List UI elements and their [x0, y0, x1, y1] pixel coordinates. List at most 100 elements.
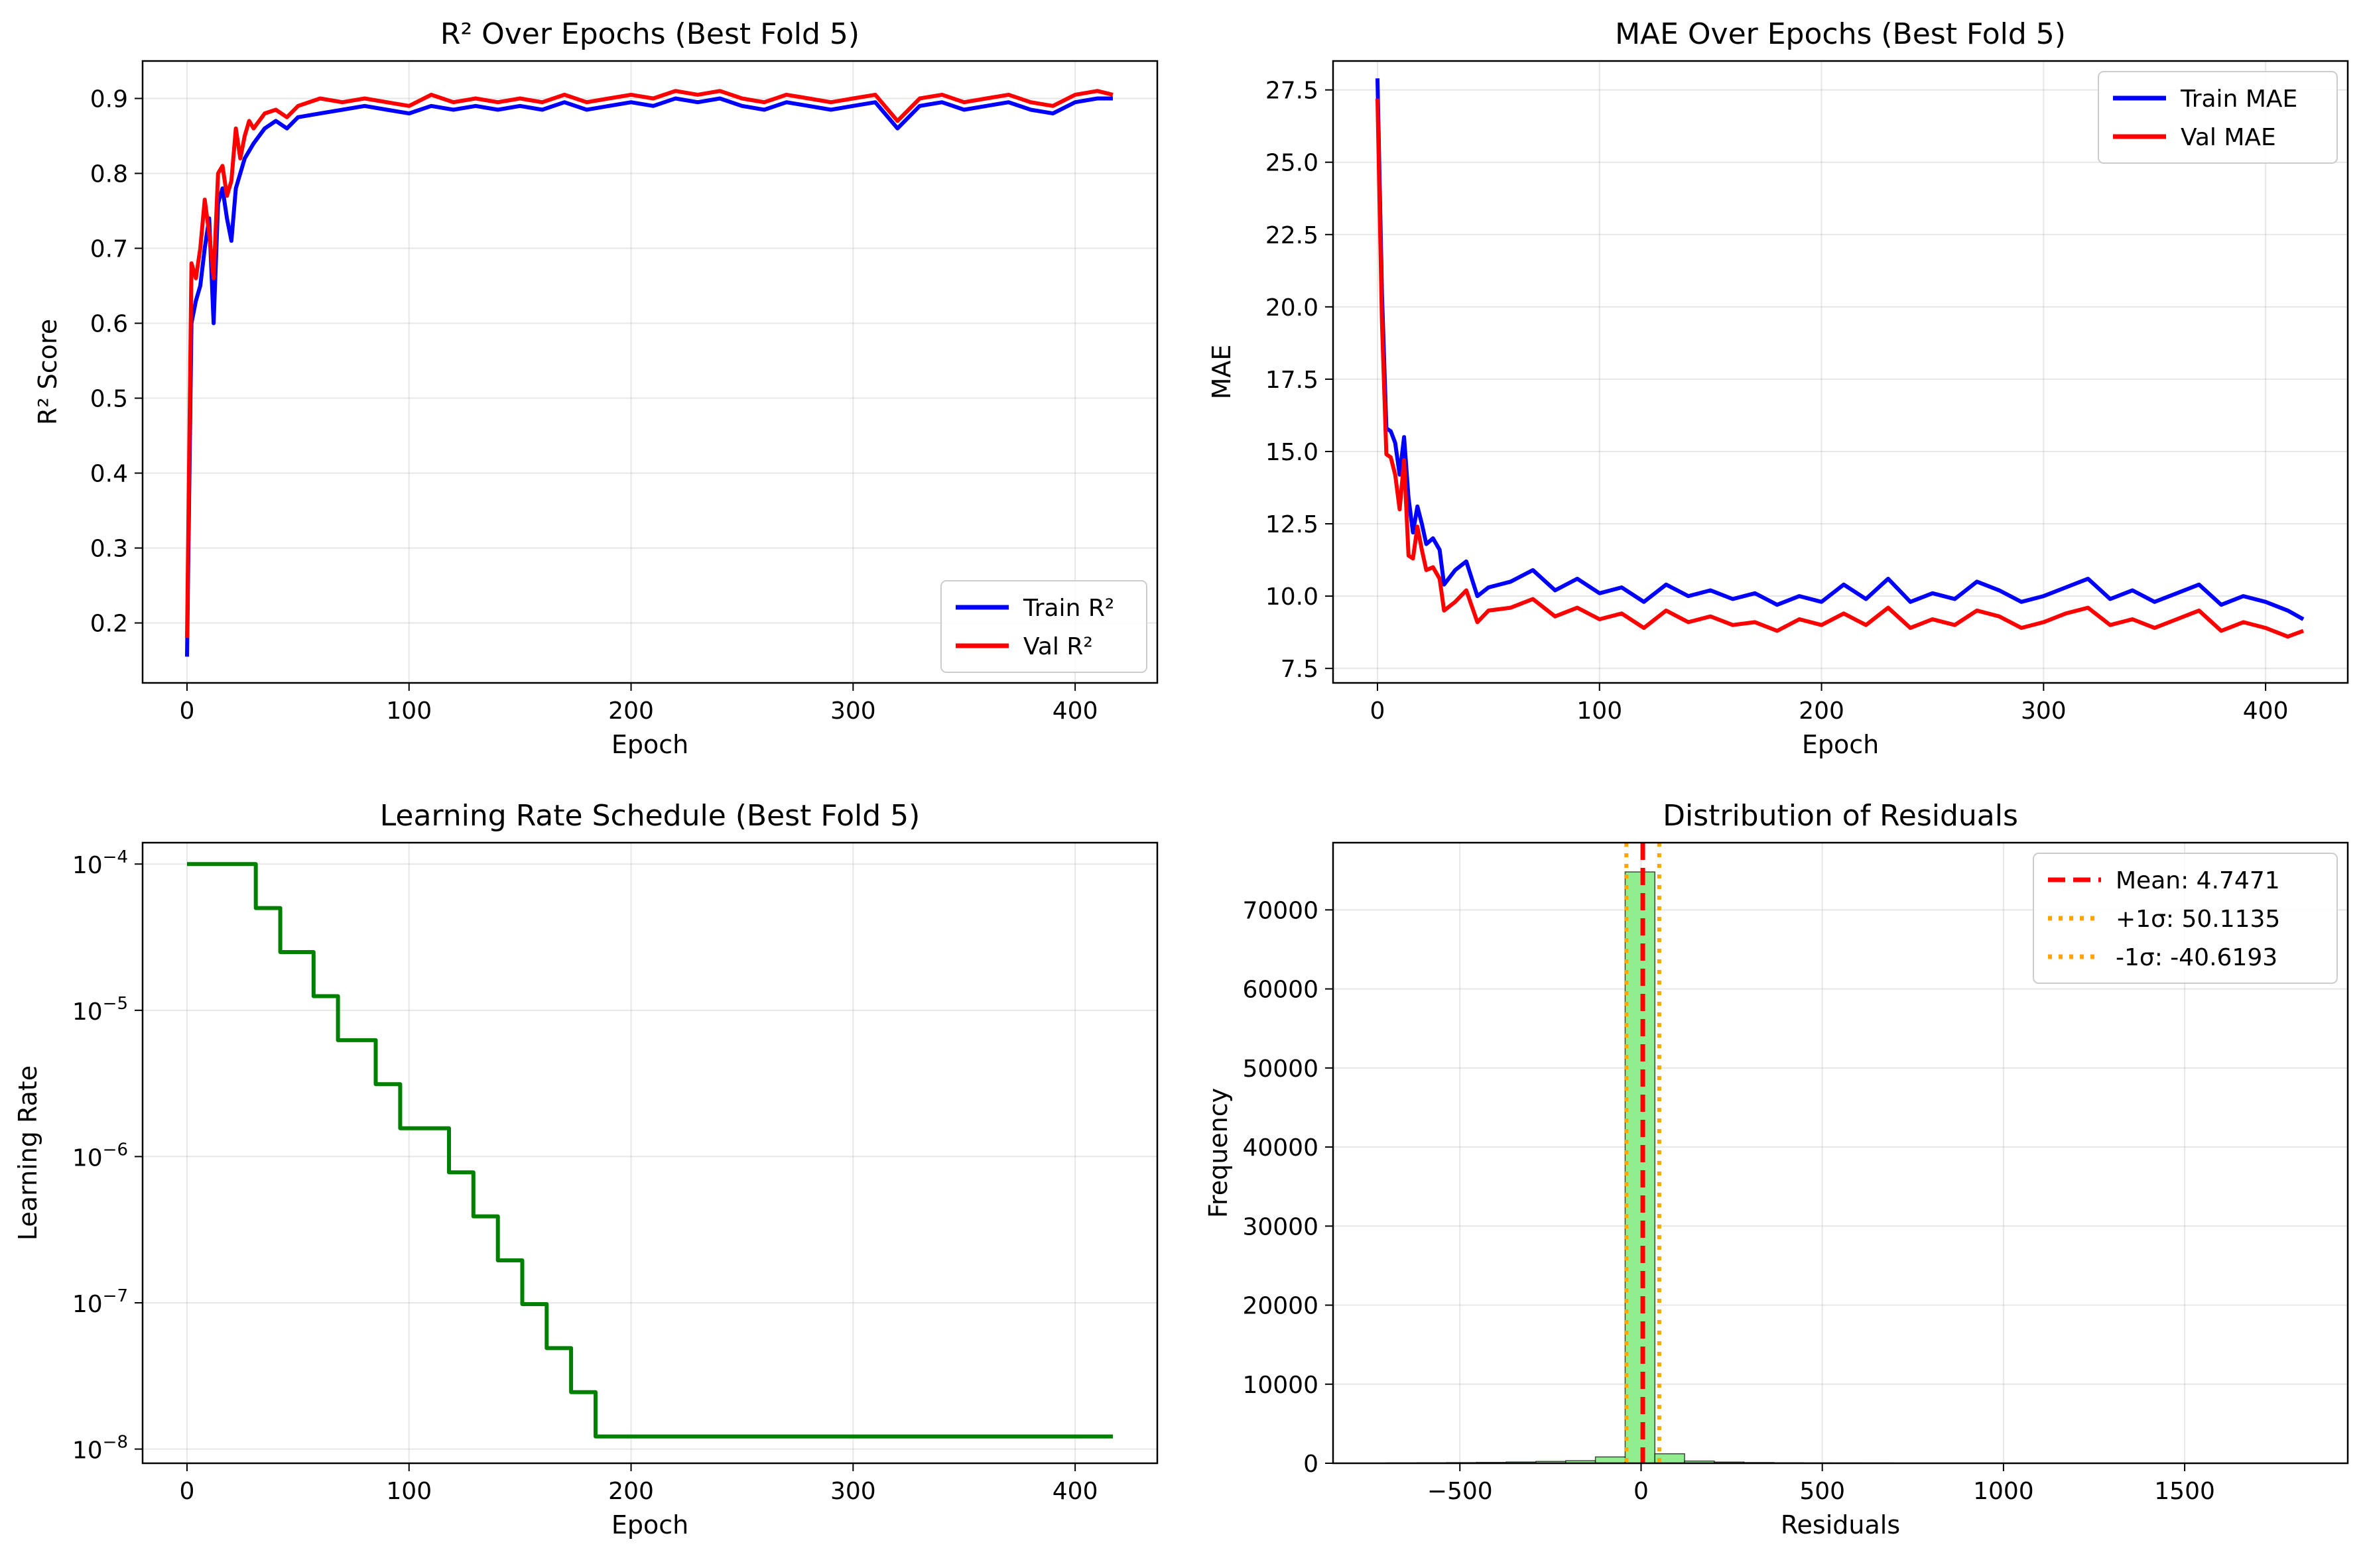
y-tick-label: 0 — [1303, 1451, 1318, 1478]
y-tick-label: 60000 — [1242, 977, 1318, 1004]
chart-title: R² Over Epochs (Best Fold 5) — [440, 17, 860, 51]
chart-residuals-distribution: −500 0 500 1000 1500 0 10000 20000 30000 40000 500… — [1204, 799, 2349, 1539]
y-tick-label: 10−4 — [72, 847, 128, 879]
y-tick-label: 10−6 — [72, 1140, 128, 1172]
series-line-a — [187, 862, 1113, 1439]
y-tick-label: 0.2 — [90, 611, 128, 638]
grid — [143, 61, 1157, 683]
x-tick-label: 200 — [608, 697, 654, 725]
x-tick-label: 400 — [1053, 1478, 1098, 1505]
plot-area — [1333, 61, 2348, 683]
x-tick-label: 300 — [2021, 697, 2067, 725]
y-tick-label: 7.5 — [1281, 656, 1318, 683]
x-tick-label: 500 — [1799, 1478, 1845, 1505]
legend-label: Val R² — [1023, 633, 1093, 660]
y-tick-label: 0.7 — [90, 236, 128, 263]
axes-frame — [1332, 841, 2349, 1465]
series-line-a — [185, 96, 1113, 657]
x-tick-label: 1500 — [2154, 1478, 2215, 1505]
series-line-b — [185, 89, 1114, 638]
x-tick-label: 100 — [386, 697, 432, 725]
histogram-bar — [1624, 871, 1655, 1463]
legend-box — [2098, 71, 2338, 164]
y-tick-label: 0.3 — [90, 536, 128, 563]
x-axis-label: Epoch — [611, 730, 688, 759]
y-tick-label: 27.5 — [1265, 78, 1318, 105]
legend-label: Mean: 4.7471 — [2116, 867, 2280, 894]
x-tick-label: 300 — [830, 1478, 876, 1505]
x-axis-label: Epoch — [611, 1510, 688, 1539]
y-tick-label: 22.5 — [1265, 222, 1318, 249]
y-tick-label: 20.0 — [1265, 294, 1318, 322]
legend-label: Train R² — [1023, 595, 1114, 622]
chart-learning-rate-schedule: 0 100 200 300 400 10−8 10−7 10−6 10−5 10−4 Learnin… — [13, 799, 1159, 1539]
x-tick-label: −500 — [1427, 1478, 1493, 1505]
x-tick-label: 300 — [830, 697, 876, 725]
histogram-bar — [1594, 1456, 1626, 1463]
y-tick-label: 0.5 — [90, 386, 128, 413]
y-tick-label: 10−5 — [72, 994, 128, 1026]
legend-label: Train MAE — [2180, 86, 2297, 113]
chart-r2-over-epochs: 0 100 200 300 400 0.2 0.3 0.4 0.5 0.6 0.7 0.8 0.9 R² … — [33, 17, 1159, 759]
axes-frame — [141, 60, 1159, 684]
y-tick-label: 40000 — [1242, 1134, 1318, 1162]
y-tick-label: 25.0 — [1265, 150, 1318, 177]
y-axis-label: Learning Rate — [13, 1065, 42, 1240]
x-axis-label: Residuals — [1781, 1510, 1900, 1539]
axes-frame — [1332, 60, 2349, 684]
y-tick-label: 10000 — [1242, 1372, 1318, 1399]
y-tick-label: 50000 — [1242, 1055, 1318, 1083]
legend-label: Val MAE — [2181, 124, 2276, 151]
y-tick-label: 0.4 — [90, 461, 128, 488]
y-axis-label: R² Score — [33, 319, 62, 425]
series-line-b — [1375, 98, 2305, 639]
x-tick-label: 1000 — [1973, 1478, 2034, 1505]
x-tick-label: 400 — [2243, 697, 2289, 725]
chart-title: Distribution of Residuals — [1663, 799, 2018, 833]
y-tick-label: 17.5 — [1265, 367, 1318, 394]
axes-frame — [141, 841, 1159, 1465]
x-tick-label: 0 — [180, 1478, 195, 1505]
y-tick-label: 10−8 — [72, 1433, 128, 1465]
y-axis-label: MAE — [1207, 345, 1236, 400]
y-tick-label: 15.0 — [1265, 439, 1318, 466]
y-tick-label: 30000 — [1242, 1213, 1318, 1240]
y-tick-label: 20000 — [1242, 1293, 1318, 1320]
legend-box — [2033, 853, 2338, 984]
y-tick-label: 0.9 — [90, 86, 128, 113]
grid — [143, 843, 1157, 1463]
grid — [1333, 61, 2348, 683]
x-tick-label: 200 — [608, 1478, 654, 1505]
legend: Train R² Val R² — [940, 580, 1147, 673]
legend: Mean: 4.7471 +1σ: 50.1135 -1σ: -40.6193 — [2033, 853, 2338, 984]
data-layer — [185, 89, 1114, 657]
x-tick-label: 200 — [1799, 697, 1844, 725]
legend: Train MAE Val MAE — [2098, 71, 2338, 164]
series-line-a — [1375, 78, 2305, 621]
y-axis-label: Frequency — [1204, 1088, 1233, 1218]
legend-label: +1σ: 50.1135 — [2116, 906, 2280, 933]
legend-box — [940, 580, 1147, 673]
x-tick-label: 100 — [1576, 697, 1622, 725]
y-tick-label: 10.0 — [1265, 583, 1318, 611]
plot-area — [143, 843, 1157, 1463]
y-tick-label: 12.5 — [1265, 511, 1318, 538]
y-tick-label: 0.8 — [90, 161, 128, 188]
x-tick-label: 0 — [1370, 697, 1385, 725]
y-tick-label: 0.6 — [90, 311, 128, 338]
y-tick-label: 10−7 — [72, 1286, 128, 1318]
x-tick-label: 400 — [1053, 697, 1098, 725]
plot-area — [143, 61, 1157, 683]
legend-label: -1σ: -40.6193 — [2116, 944, 2277, 971]
chart-mae-over-epochs: 0 100 200 300 400 7.5 10.0 12.5 15.0 17.5 20.0 22.5… — [1207, 17, 2349, 759]
y-tick-label: 70000 — [1242, 897, 1318, 924]
chart-title: Learning Rate Schedule (Best Fold 5) — [380, 799, 921, 833]
chart-title: MAE Over Epochs (Best Fold 5) — [1615, 17, 2066, 51]
x-tick-label: 100 — [386, 1478, 432, 1505]
data-layer — [187, 862, 1113, 1439]
data-layer — [1375, 78, 2305, 639]
x-tick-label: 0 — [1633, 1478, 1649, 1505]
x-axis-label: Epoch — [1802, 730, 1879, 759]
x-tick-label: 0 — [180, 697, 195, 725]
